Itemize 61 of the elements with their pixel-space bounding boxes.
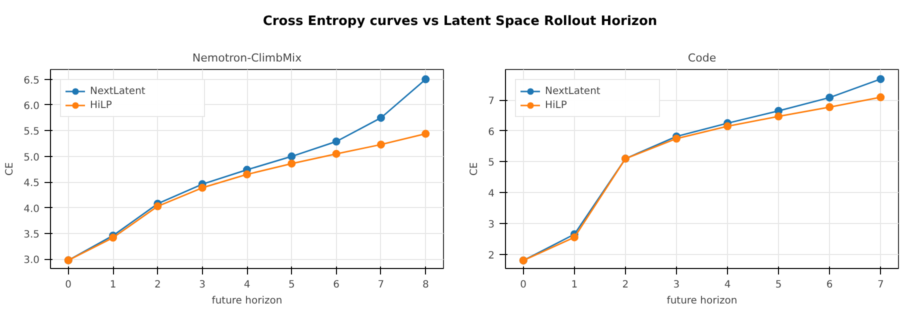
x-tick-label: 7	[877, 280, 884, 290]
x-tick-label: 5	[288, 280, 295, 290]
point	[243, 170, 251, 178]
point	[332, 150, 340, 158]
x-tick-label: 0	[520, 280, 527, 290]
point	[774, 112, 783, 120]
y-tick-label: 3	[488, 219, 495, 230]
legend-label: HiLP	[545, 98, 568, 112]
point	[154, 202, 162, 210]
x-tick-label: 6	[826, 280, 833, 290]
point	[288, 152, 296, 160]
y-tick-label: 5.0	[24, 152, 40, 164]
point	[376, 114, 385, 122]
x-tick-label: 4	[244, 280, 250, 290]
y-tick-label: 3.0	[24, 255, 40, 266]
y-axis-title: CE	[4, 162, 16, 176]
point	[288, 160, 296, 168]
point	[826, 103, 834, 112]
point	[198, 184, 206, 192]
point	[672, 134, 680, 143]
x-tick-label: 5	[775, 280, 782, 290]
y-axis-title: CE	[469, 162, 480, 176]
point	[332, 137, 340, 146]
point	[826, 94, 834, 102]
x-tick-label: 1	[110, 280, 116, 290]
x-tick-label: 7	[378, 280, 384, 290]
point	[570, 233, 578, 242]
point	[876, 93, 885, 102]
chart-title: Code	[688, 52, 716, 64]
y-tick-label: 6	[488, 126, 495, 138]
x-tick-label: 4	[724, 280, 731, 290]
y-tick-label: 6.0	[24, 100, 40, 112]
y-tick-label: 2	[488, 250, 495, 262]
point	[876, 75, 885, 84]
chart-title: Nemotron-ClimbMix	[192, 52, 302, 64]
x-tick-label: 3	[673, 280, 680, 290]
legend-label: NextLatent	[545, 84, 602, 98]
x-tick-label: 2	[622, 280, 629, 290]
legend-label: NextLatent	[90, 84, 146, 98]
point	[422, 130, 430, 138]
text: Cross Entropy curves vs Latent Space Rollout Horizon	[262, 14, 658, 29]
y-tick-label: 7	[488, 96, 495, 108]
x-tick-label: 2	[154, 280, 161, 290]
x-tick-label: 3	[199, 280, 206, 290]
x-tick-label: 6	[333, 280, 340, 290]
y-tick-label: 5	[488, 158, 495, 169]
y-tick-label: 5.5	[24, 126, 40, 138]
y-tick-label: 4	[488, 188, 495, 200]
point	[422, 75, 430, 84]
x-axis-title: future horizon	[212, 296, 282, 306]
y-tick-label: 3.5	[24, 230, 40, 241]
y-tick-label: 4.0	[24, 204, 40, 215]
y-tick-label: 4.5	[24, 178, 40, 190]
x-axis-title: future horizon	[666, 296, 738, 306]
x-tick-label: 0	[65, 280, 72, 290]
x-tick-label: 8	[422, 280, 429, 290]
x-tick-label: 1	[571, 280, 578, 290]
point	[376, 140, 385, 149]
y-tick-label: 6.5	[24, 75, 40, 86]
legend-label: HiLP	[90, 98, 113, 112]
point	[724, 122, 732, 130]
